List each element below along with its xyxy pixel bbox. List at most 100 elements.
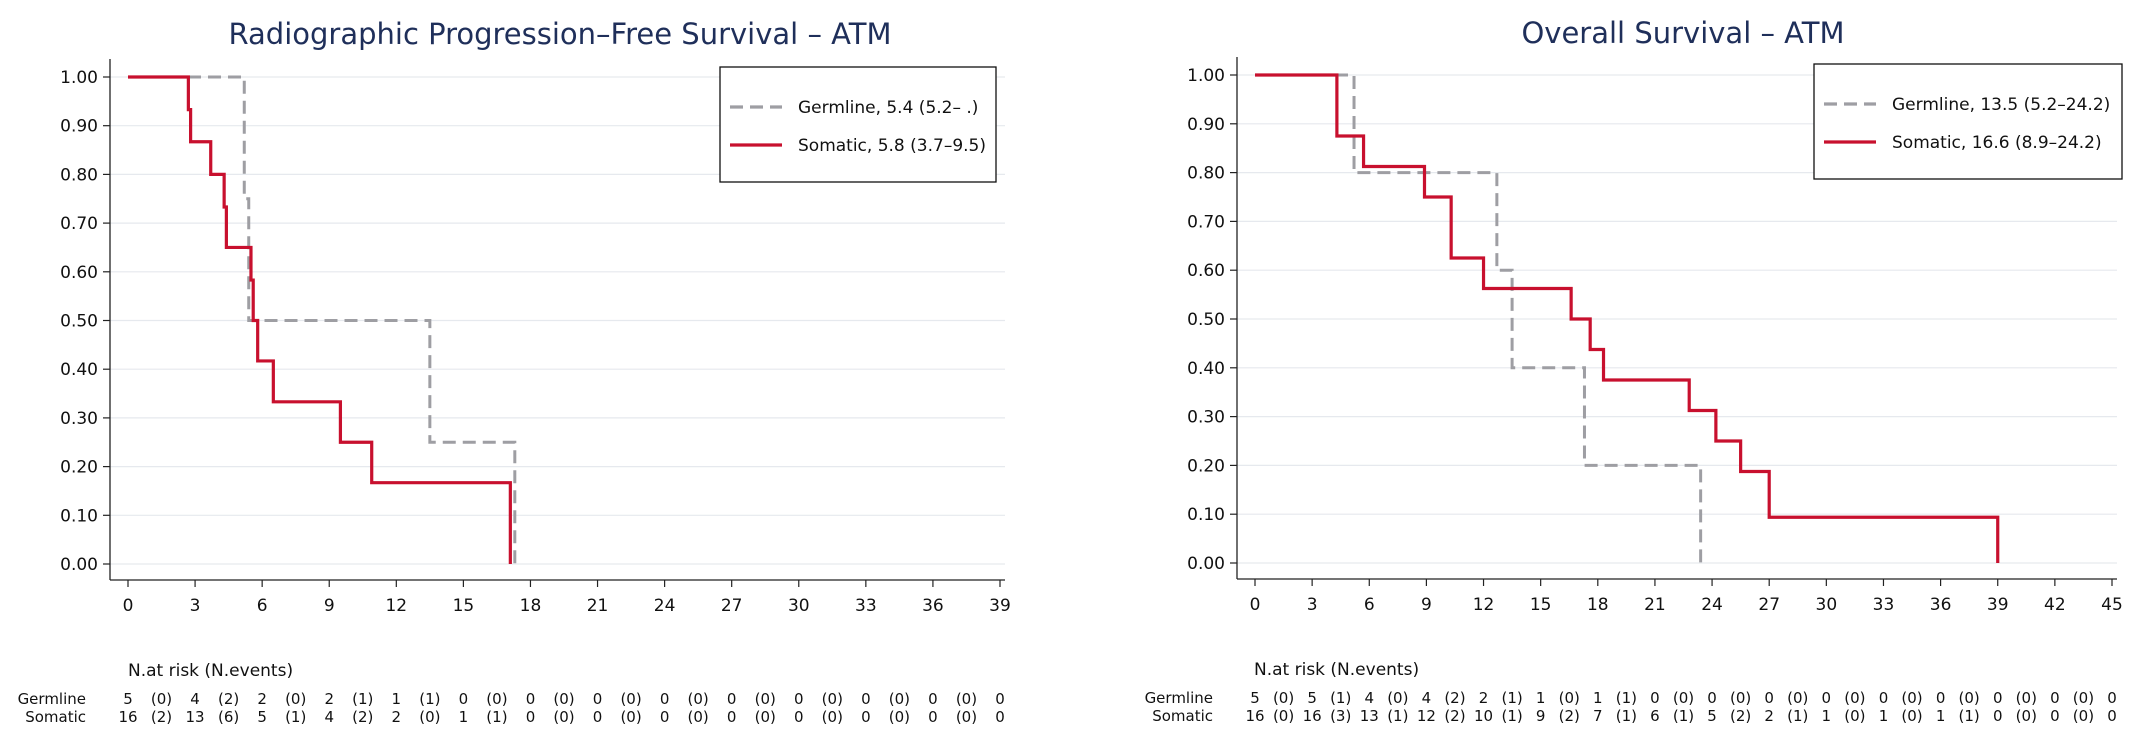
risk-row-label: Germline bbox=[1145, 689, 1213, 707]
risk-cell: (6) bbox=[218, 708, 239, 726]
x-tick-label: 3 bbox=[190, 596, 201, 616]
risk-cell: (0) bbox=[285, 690, 306, 708]
x-tick-label: 0 bbox=[123, 596, 134, 616]
series-line-somatic bbox=[1255, 73, 2000, 563]
risk-cell: 0 bbox=[1822, 689, 1832, 707]
y-tick-label: 0.90 bbox=[60, 117, 98, 137]
risk-cell: 0 bbox=[2050, 689, 2060, 707]
risk-cell: 0 bbox=[2050, 707, 2060, 725]
risk-cell: 16 bbox=[1303, 707, 1322, 725]
series-line-somatic bbox=[128, 75, 512, 564]
risk-cell: 5 bbox=[1307, 689, 1317, 707]
risk-cell: 16 bbox=[118, 708, 137, 726]
risk-cell: 1 bbox=[1822, 707, 1832, 725]
risk-cell: (0) bbox=[1901, 707, 1922, 725]
risk-cell: 0 bbox=[593, 708, 603, 726]
risk-cell: 0 bbox=[1993, 707, 2003, 725]
risk-cell: (0) bbox=[553, 690, 574, 708]
risk-table: N.at risk (N.events) Germline 5 (0) 4 (2) 2 (0)… bbox=[18, 661, 1005, 726]
risk-cell: 0 bbox=[861, 708, 871, 726]
x-tick-label: 30 bbox=[788, 596, 810, 616]
risk-cell: (0) bbox=[1559, 689, 1580, 707]
y-tick-label: 0.70 bbox=[60, 214, 98, 234]
legend-box bbox=[719, 66, 997, 183]
risk-cell: (0) bbox=[688, 690, 709, 708]
risk-cell: 0 bbox=[660, 708, 670, 726]
risk-row-label: Germline bbox=[18, 690, 86, 708]
risk-cell: 6 bbox=[1650, 707, 1660, 725]
x-tick-label: 30 bbox=[1816, 595, 1838, 615]
x-tick-label: 15 bbox=[453, 596, 475, 616]
risk-cell: (1) bbox=[1330, 689, 1351, 707]
x-tick-label: 3 bbox=[1307, 595, 1318, 615]
risk-cell: (0) bbox=[1673, 689, 1694, 707]
risk-cell: 0 bbox=[794, 690, 804, 708]
x-tick-label: 24 bbox=[1701, 595, 1723, 615]
y-tick-label: 0.50 bbox=[60, 312, 98, 332]
risk-cell: 0 bbox=[861, 690, 871, 708]
y-tick-label: 0.00 bbox=[60, 555, 98, 575]
risk-cell: (1) bbox=[419, 690, 440, 708]
risk-cell: (2) bbox=[1559, 707, 1580, 725]
risk-cell: 0 bbox=[727, 690, 737, 708]
y-tick-label: 0.30 bbox=[1187, 408, 1225, 428]
risk-cell: 10 bbox=[1474, 707, 1493, 725]
x-tick-label: 18 bbox=[1587, 595, 1609, 615]
legend-label: Germline, 13.5 (5.2–24.2) bbox=[1892, 95, 2110, 115]
risk-cell: 4 bbox=[1422, 689, 1432, 707]
risk-cell: (0) bbox=[1730, 689, 1751, 707]
y-tick-label: 0.40 bbox=[1187, 359, 1225, 379]
risk-cell: (0) bbox=[1844, 707, 1865, 725]
risk-cell: (0) bbox=[688, 708, 709, 726]
risk-cell: 13 bbox=[1360, 707, 1379, 725]
risk-cell: 0 bbox=[459, 690, 469, 708]
y-tick-label: 0.80 bbox=[60, 165, 98, 185]
risk-cell: (2) bbox=[218, 690, 239, 708]
risk-cell: (0) bbox=[956, 690, 977, 708]
risk-cell: 7 bbox=[1593, 707, 1603, 725]
x-tick-label: 42 bbox=[2044, 595, 2066, 615]
x-tick-label: 18 bbox=[520, 596, 542, 616]
risk-cell: 5 bbox=[1707, 707, 1717, 725]
risk-cell: (2) bbox=[1730, 707, 1751, 725]
risk-cell: 0 bbox=[1993, 689, 2003, 707]
risk-cell: (0) bbox=[1844, 689, 1865, 707]
series-line-germline bbox=[128, 75, 517, 564]
risk-cell: 2 bbox=[257, 690, 267, 708]
y-tick-label: 1.00 bbox=[1187, 66, 1225, 86]
risk-cell: (0) bbox=[1387, 689, 1408, 707]
risk-cell: (1) bbox=[1387, 707, 1408, 725]
y-tick-label: 0.30 bbox=[60, 409, 98, 429]
risk-cell: (0) bbox=[755, 708, 776, 726]
risk-cell: 5 bbox=[1250, 689, 1260, 707]
legend-label: Somatic, 16.6 (8.9–24.2) bbox=[1892, 133, 2102, 153]
x-tick-label: 27 bbox=[1758, 595, 1780, 615]
legend: Germline, 13.5 (5.2–24.2) Somatic, 16.6 (… bbox=[1813, 63, 2123, 180]
y-tick-label: 0.40 bbox=[60, 360, 98, 380]
risk-cell: 5 bbox=[123, 690, 133, 708]
risk-cell: (1) bbox=[1959, 707, 1980, 725]
risk-cell: 0 bbox=[2107, 689, 2117, 707]
y-tick-label: 0.10 bbox=[60, 506, 98, 526]
x-tick-label: 21 bbox=[1644, 595, 1666, 615]
risk-table-header: N.at risk (N.events) bbox=[128, 661, 293, 681]
risk-cell: (2) bbox=[1444, 689, 1465, 707]
x-tick-label: 33 bbox=[1873, 595, 1895, 615]
risk-cell: (0) bbox=[1787, 689, 1808, 707]
risk-cell: (0) bbox=[620, 708, 641, 726]
risk-cell: (0) bbox=[553, 708, 574, 726]
risk-cell: 4 bbox=[324, 708, 334, 726]
risk-cell: (0) bbox=[889, 708, 910, 726]
risk-cell: 0 bbox=[526, 690, 536, 708]
y-tick-label: 1.00 bbox=[60, 68, 98, 88]
risk-table-header: N.at risk (N.events) bbox=[1254, 660, 1419, 680]
risk-cell: (0) bbox=[822, 690, 843, 708]
risk-cell: 0 bbox=[593, 690, 603, 708]
y-tick-label: 0.80 bbox=[1187, 164, 1225, 184]
risk-cell: 2 bbox=[392, 708, 402, 726]
y-tick-label: 0.10 bbox=[1187, 505, 1225, 525]
x-tick-label: 12 bbox=[385, 596, 407, 616]
chart-2: Overall Survival – ATM 0.00 0.10 0.20 0.30 0.… bbox=[1145, 16, 2123, 725]
risk-cell: 1 bbox=[1879, 707, 1889, 725]
